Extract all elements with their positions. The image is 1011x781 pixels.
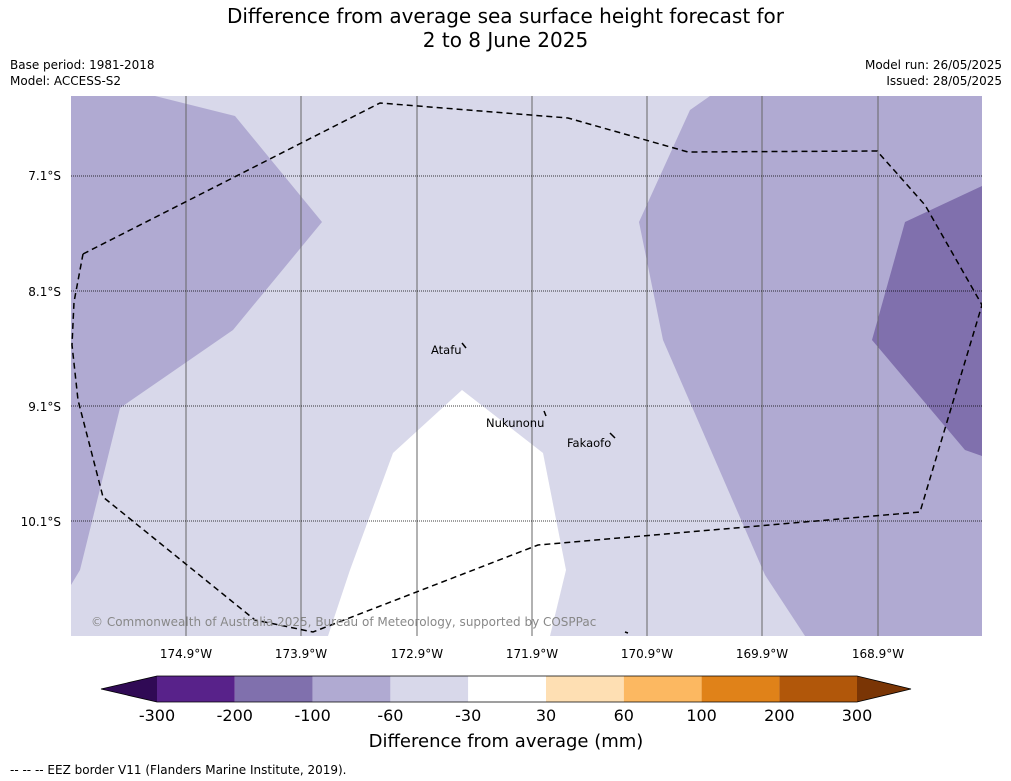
lat-label: 7.1°S xyxy=(28,169,61,183)
colorbar-tick: -30 xyxy=(455,706,481,725)
colorbar-extend-low xyxy=(101,676,157,702)
anomaly-region-west xyxy=(71,96,322,585)
anomaly-region-far-east xyxy=(872,186,982,456)
anomaly-region-neutral xyxy=(328,390,566,636)
colorbar xyxy=(100,675,912,703)
anomaly-region-east xyxy=(639,96,982,636)
lon-label: 170.9°W xyxy=(621,647,673,661)
latitude-labels: 7.1°S 8.1°S 9.1°S 10.1°S xyxy=(21,169,61,529)
chart-title: Difference from average sea surface heig… xyxy=(0,4,1011,52)
colorbar-segment xyxy=(546,676,624,702)
colorbar-extend-high xyxy=(857,676,911,702)
copyright-notice: © Commonwealth of Australia 2025, Bureau… xyxy=(91,615,596,629)
colorbar-tick: -200 xyxy=(217,706,253,725)
colorbar-outline xyxy=(100,675,912,703)
base-period: Base period: 1981-2018 xyxy=(10,58,155,72)
colorbar-segment xyxy=(234,676,313,702)
colorbar-segment xyxy=(779,676,857,702)
colorbar-tick: -60 xyxy=(377,706,403,725)
atafu-island xyxy=(461,342,467,349)
lat-label: 8.1°S xyxy=(28,285,61,299)
colorbar-tick: 100 xyxy=(686,706,717,725)
meta-right: Model run: 26/05/2025 Issued: 28/05/2025 xyxy=(865,57,1002,89)
model-name: Model: ACCESS-S2 xyxy=(10,74,122,88)
longitude-gridlines xyxy=(185,96,879,636)
colorbar-tick: -300 xyxy=(139,706,175,725)
lon-label: 168.9°W xyxy=(852,647,904,661)
nukunonu-island xyxy=(543,410,547,417)
place-label-fakaofo: Fakaofo xyxy=(567,436,611,450)
colorbar-tick: 60 xyxy=(614,706,634,725)
lon-label: 171.9°W xyxy=(506,647,558,661)
title-line-1: Difference from average sea surface heig… xyxy=(226,4,785,28)
lat-label: 10.1°S xyxy=(21,515,61,529)
lon-label: 172.9°W xyxy=(391,647,443,661)
eez-border xyxy=(71,102,982,633)
place-label-nukunonu: Nukunonu xyxy=(486,416,544,430)
colorbar-tick-labels: -300 -200 -100 -60 -30 30 60 100 200 300 xyxy=(139,706,872,725)
colorbar-segment xyxy=(157,676,235,702)
colorbar-tick: 200 xyxy=(764,706,795,725)
lon-label: 174.9°W xyxy=(160,647,212,661)
colorbar-segment xyxy=(623,676,702,702)
lon-label: 173.9°W xyxy=(275,647,327,661)
colorbar-segment xyxy=(390,676,469,702)
issued-date: Issued: 28/05/2025 xyxy=(886,74,1002,88)
meta-left: Base period: 1981-2018 Model: ACCESS-S2 xyxy=(10,57,155,89)
islands xyxy=(461,342,629,634)
colorbar-segment xyxy=(701,676,780,702)
lon-label: 169.9°W xyxy=(736,647,788,661)
small-island xyxy=(624,631,629,634)
map-area: Atafu Nukunonu Fakaofo © Commonwealth of… xyxy=(71,96,982,636)
longitude-labels: 174.9°W 173.9°W 172.9°W 171.9°W 170.9°W … xyxy=(160,647,904,661)
colorbar-segment xyxy=(468,676,546,702)
lat-label: 9.1°S xyxy=(28,400,61,414)
colorbar-tick: 300 xyxy=(842,706,873,725)
colorbar-tick: 30 xyxy=(536,706,556,725)
eez-legend-note: -- -- -- EEZ border V11 (Flanders Marine… xyxy=(10,763,347,777)
model-run: Model run: 26/05/2025 xyxy=(864,58,1002,72)
colorbar-tick: -100 xyxy=(294,706,330,725)
title-line-2: 2 to 8 June 2025 xyxy=(422,28,589,52)
place-label-atafu: Atafu xyxy=(431,343,462,357)
colorbar-label: Difference from average (mm) xyxy=(369,731,644,752)
fakaofo-island xyxy=(609,432,616,439)
colorbar-segment xyxy=(312,676,391,702)
